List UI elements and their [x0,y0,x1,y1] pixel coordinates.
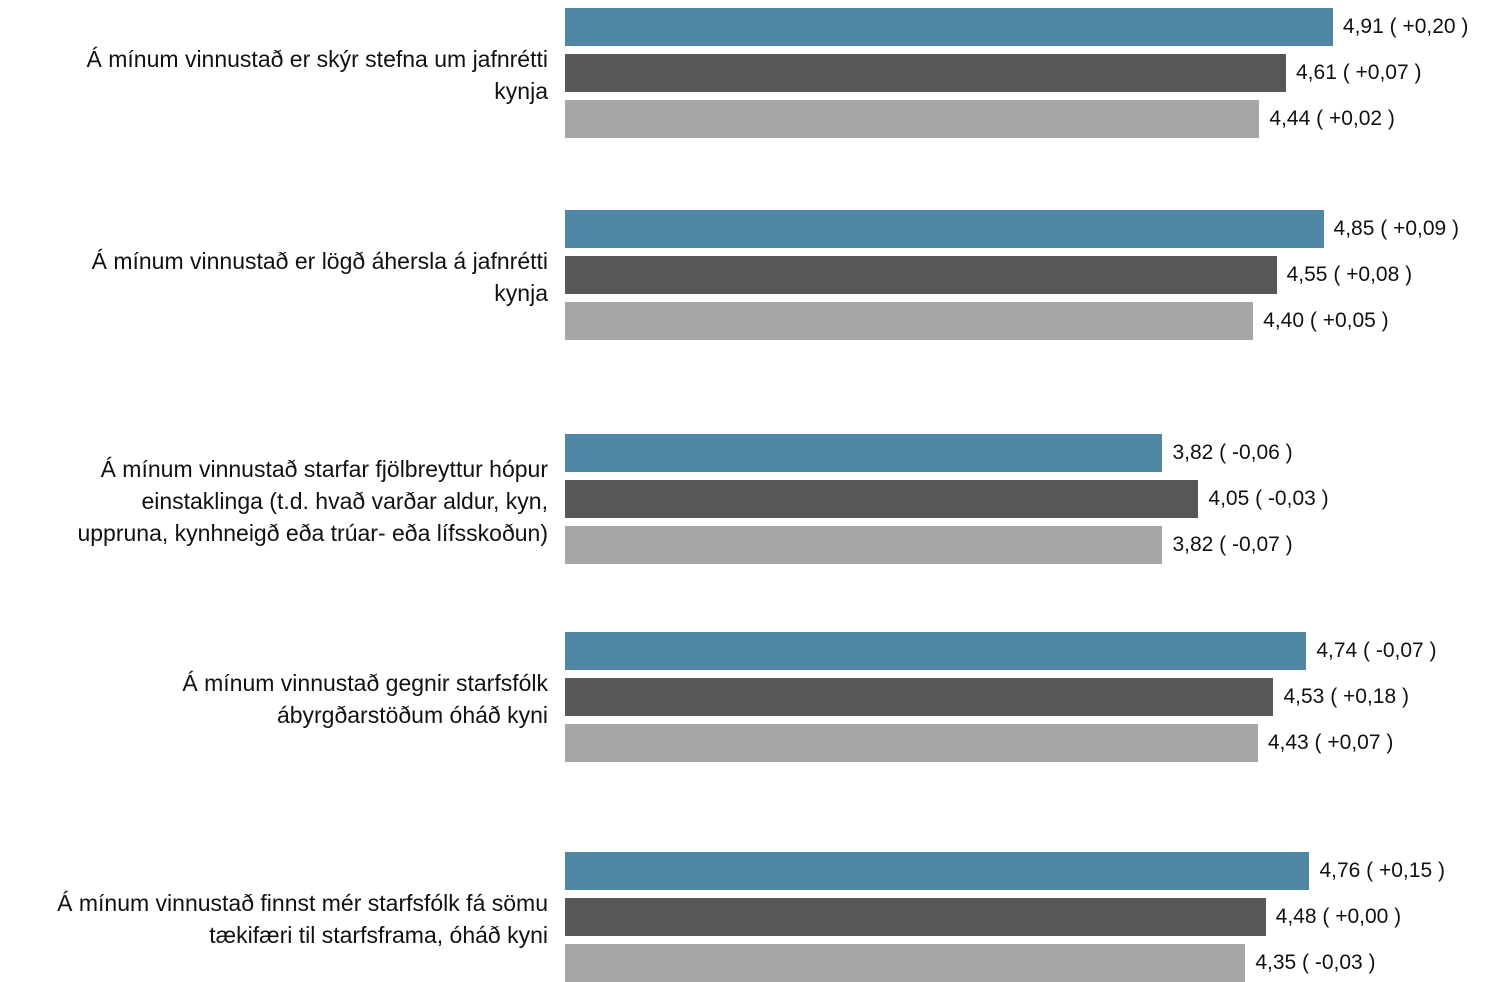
data-label: 4,40 ( +0,05 ) [1263,309,1389,332]
category-label-line: Á mínum vinnustað starfar fjölbreyttur h… [100,456,548,482]
data-label: 4,76 ( +0,15 ) [1319,859,1445,882]
category-label-line: kynja [494,280,548,306]
bar [565,852,1310,890]
bar [565,302,1254,340]
category-label-line: uppruna, kynhneigð eða trúar- eða lífssk… [77,520,548,546]
bar [565,210,1324,248]
bar [565,944,1246,982]
data-label: 3,82 ( -0,07 ) [1172,533,1293,556]
category-label-line: Á mínum vinnustað gegnir starfsfólk [182,670,548,696]
category-label-line: Á mínum vinnustað er skýr stefna um jafn… [86,46,548,72]
category-label-line: einstaklinga (t.d. hvað varðar aldur, ky… [141,488,548,514]
category-label-line: ábyrgðarstöðum óháð kyni [276,702,548,728]
data-label: 4,05 ( -0,03 ) [1208,487,1329,510]
category-label-line: Á mínum vinnustað er lögð áhersla á jafn… [91,248,548,274]
bar [565,256,1277,294]
data-label: 4,43 ( +0,07 ) [1267,731,1394,754]
bar [565,632,1307,670]
category-label: Á mínum vinnustað finnst mér starfsfólk … [0,887,548,951]
data-label: 4,74 ( -0,07 ) [1316,639,1437,662]
data-label: 4,53 ( +0,18 ) [1283,685,1409,708]
data-label: 4,48 ( +0,00 ) [1275,905,1402,928]
category-label-line: kynja [494,78,548,104]
data-label: 4,35 ( -0,03 ) [1255,951,1376,974]
data-label: 4,85 ( +0,09 ) [1333,217,1460,240]
data-label: 4,61 ( +0,07 ) [1296,61,1422,84]
category-label-line: tækifæri til starfsframa, óháð kyni [209,922,548,948]
bar [565,54,1286,92]
category-label-line: Á mínum vinnustað finnst mér starfsfólk … [57,890,548,916]
category-label: Á mínum vinnustað gegnir starfsfólk ábyrg… [0,667,548,731]
category-label: Á mínum vinnustað starfar fjölbreyttur h… [0,453,548,549]
bar [565,8,1333,46]
bar [565,100,1260,138]
bar [565,724,1258,762]
category-label: Á mínum vinnustað er skýr stefna um jafn… [0,43,548,107]
data-label: 4,55 ( +0,08 ) [1286,263,1413,286]
bar [565,898,1266,936]
bar [565,526,1163,564]
bar [565,434,1163,472]
bar [565,678,1274,716]
data-label: 3,82 ( -0,06 ) [1172,441,1293,464]
data-label: 4,44 ( +0,02 ) [1269,107,1395,130]
bar [565,480,1199,518]
data-label: 4,91 ( +0,20 ) [1342,15,1469,38]
category-label: Á mínum vinnustað er lögð áhersla á jafn… [0,245,548,309]
